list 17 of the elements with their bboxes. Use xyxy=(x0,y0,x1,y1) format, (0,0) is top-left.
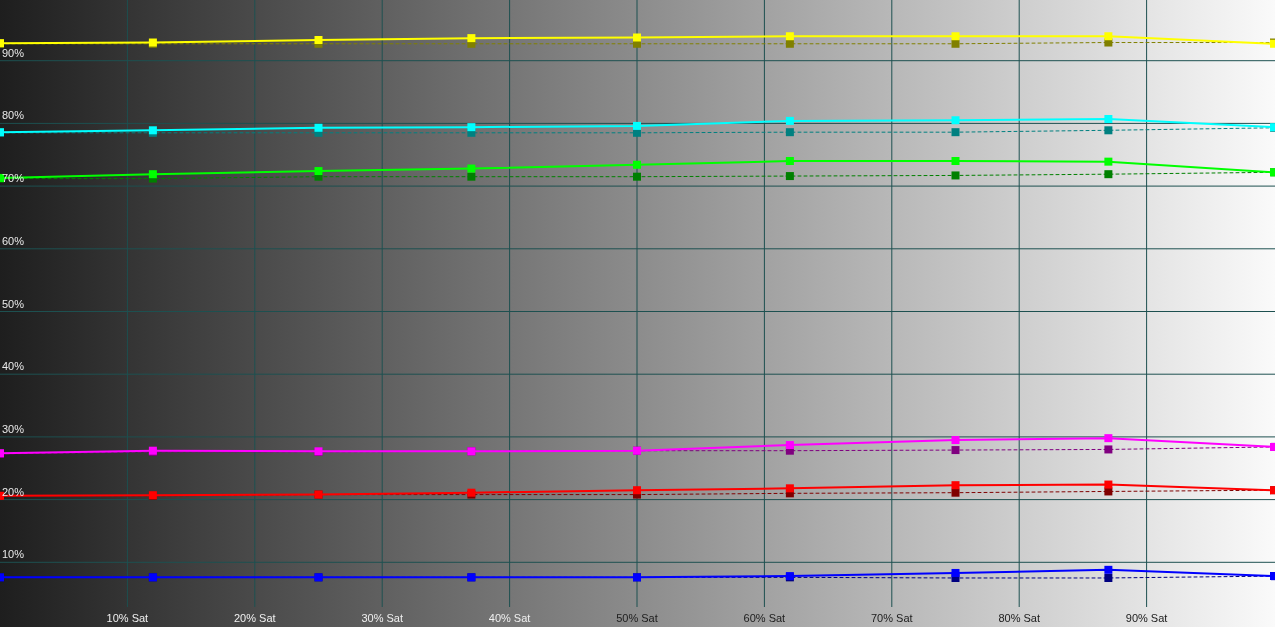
x-tick-label: 30% Sat xyxy=(361,612,403,624)
y-tick-label: 40% xyxy=(2,360,25,373)
y-tick-label: 30% xyxy=(2,422,25,435)
y-tick-label: 80% xyxy=(2,109,25,122)
y-tick-label: 50% xyxy=(2,297,25,310)
x-tick-label: 70% Sat xyxy=(871,612,913,624)
x-tick-label: 80% Sat xyxy=(998,612,1040,624)
x-tick-label: 60% Sat xyxy=(743,612,786,624)
y-tick-label: 20% xyxy=(2,485,25,498)
x-tick-label: 50% Sat xyxy=(616,612,658,624)
x-tick-label: 90% Sat xyxy=(1125,612,1168,624)
y-tick-label: 90% xyxy=(2,46,25,59)
y-tick-label: 60% xyxy=(2,234,25,247)
y-tick-label: 10% xyxy=(2,548,25,561)
x-tick-label: 20% Sat xyxy=(234,612,276,624)
x-tick-label: 10% Sat xyxy=(106,612,149,624)
x-tick-label: 40% Sat xyxy=(488,612,531,624)
